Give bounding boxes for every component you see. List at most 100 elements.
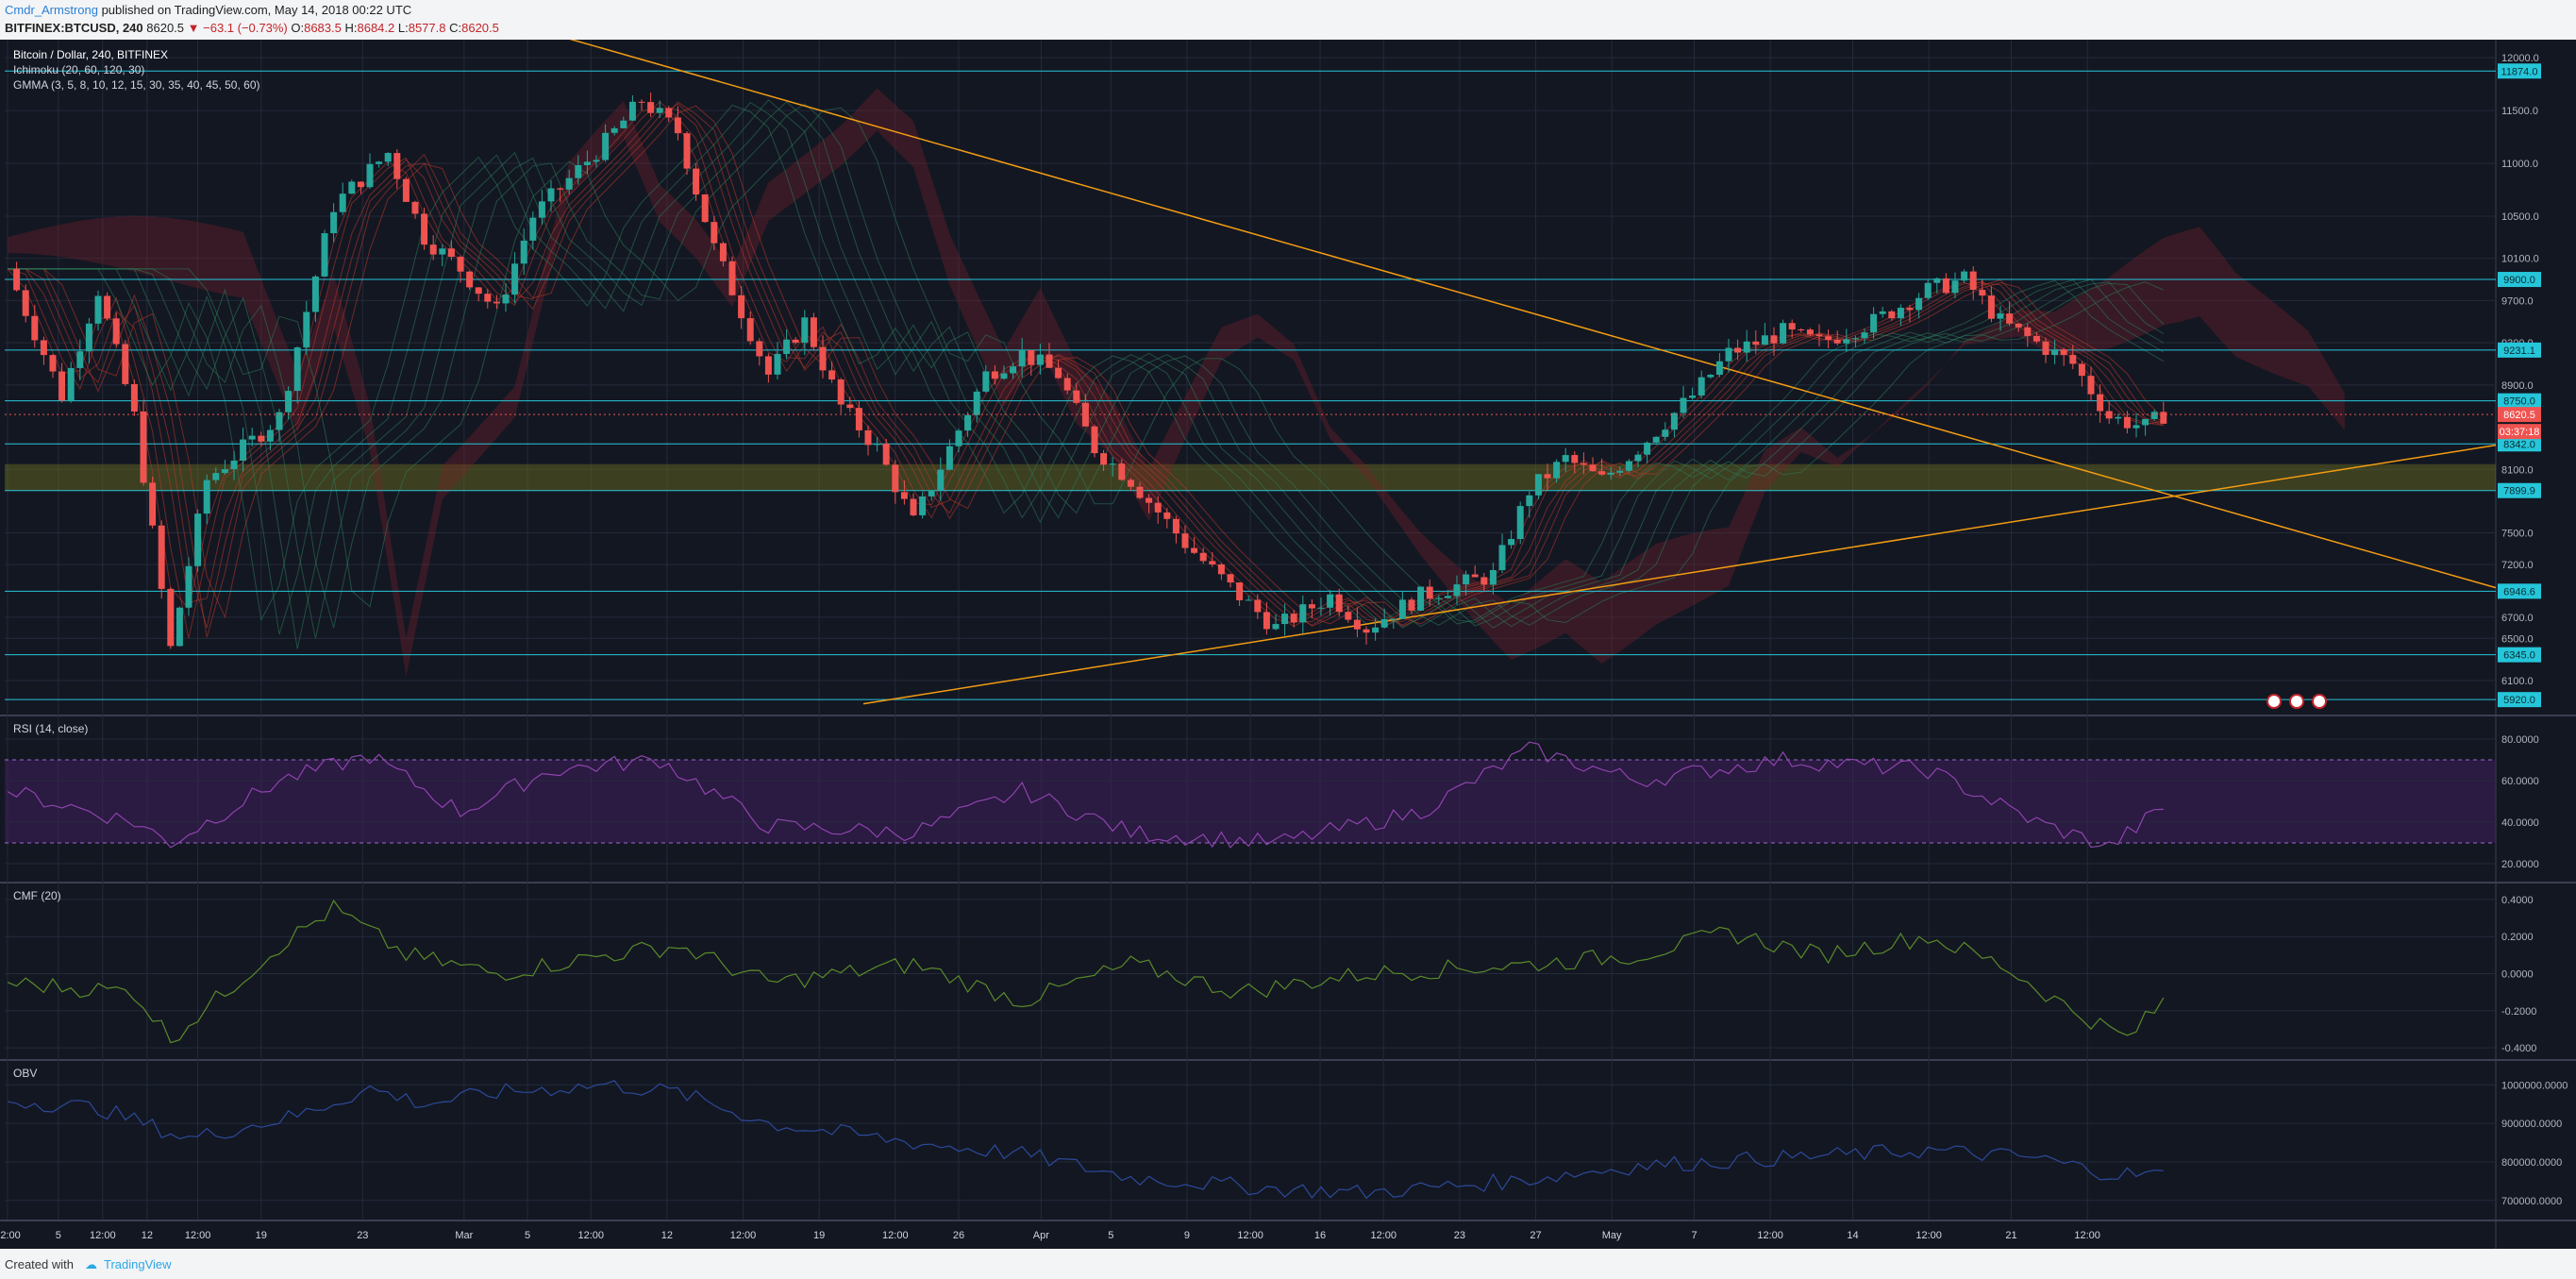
header: Cmdr_Armstrong published on TradingView.… bbox=[0, 0, 2576, 40]
price-axis-tick-label: 6500.0 bbox=[2501, 633, 2534, 645]
candle-body bbox=[2115, 416, 2122, 419]
x-axis-tick-label: 12 bbox=[661, 1230, 673, 1241]
countdown-label: 03:37:18 bbox=[2500, 427, 2540, 438]
gmma-line bbox=[8, 107, 2165, 624]
candle-body bbox=[1815, 334, 1823, 337]
candle-body bbox=[149, 482, 157, 526]
candle-body bbox=[2078, 363, 2085, 377]
gmma-line bbox=[8, 101, 2164, 638]
candle-body bbox=[583, 161, 591, 165]
candle-body bbox=[1589, 464, 1597, 472]
candle-body bbox=[738, 295, 745, 319]
level-price-tag bbox=[2498, 692, 2541, 708]
candle-body bbox=[855, 408, 862, 430]
candle-body bbox=[1426, 586, 1433, 599]
obv-axis-tick-label: 800000.0000 bbox=[2501, 1157, 2562, 1169]
candle-body bbox=[1770, 335, 1778, 344]
candle-body bbox=[493, 301, 500, 304]
rsi-pane: 80.0000 60.0000 40.0000 20.0000 RSI (14, clo… bbox=[5, 722, 2539, 870]
candle-body bbox=[293, 347, 301, 392]
candle-body bbox=[756, 341, 763, 357]
candle-body bbox=[2142, 418, 2149, 426]
x-axis-tick-label: 7 bbox=[1691, 1230, 1697, 1241]
candle-body bbox=[185, 565, 192, 608]
close-value: 8620.5 bbox=[461, 21, 499, 35]
candle-body bbox=[1526, 495, 1533, 507]
candle-body bbox=[728, 261, 736, 295]
candle-body bbox=[973, 391, 980, 415]
candle-body bbox=[457, 257, 464, 272]
x-axis-tick-label: 12:00 bbox=[730, 1230, 757, 1241]
price-axis-tick-label: 10100.0 bbox=[2501, 254, 2539, 265]
candle-body bbox=[1879, 311, 1886, 314]
candle-body bbox=[2133, 425, 2140, 429]
candle-body bbox=[429, 244, 437, 255]
x-axis-tick-label: 27 bbox=[1530, 1230, 1541, 1241]
x-axis-tick-label: 23 bbox=[357, 1230, 368, 1241]
candle-body bbox=[104, 295, 111, 319]
x-axis-tick-label: May bbox=[1602, 1230, 1622, 1241]
candle-body bbox=[484, 294, 492, 302]
x-axis-tick-label: 19 bbox=[813, 1230, 825, 1241]
tradingview-brand-link[interactable]: TradingView bbox=[104, 1257, 172, 1271]
candle-body bbox=[1634, 454, 1642, 462]
candle-body bbox=[411, 201, 419, 214]
candle-body bbox=[1544, 474, 1551, 479]
obv-axis-tick-label: 900000.0000 bbox=[2501, 1119, 2562, 1130]
price-axis-tick-label: 9700.0 bbox=[2501, 295, 2534, 307]
candle-body bbox=[1353, 619, 1361, 630]
candle-body bbox=[2123, 416, 2131, 429]
price-axis-tick-label: 6700.0 bbox=[2501, 613, 2534, 624]
candle-body bbox=[2024, 327, 2032, 336]
obv-pane: 1000000.0000 900000.0000 800000.0000 700000… bbox=[5, 1067, 2568, 1207]
candle-body bbox=[76, 351, 84, 368]
event-marker-icon[interactable] bbox=[2289, 694, 2304, 710]
open-value: 8683.5 bbox=[304, 21, 342, 35]
candle-body bbox=[393, 153, 401, 179]
chart-area[interactable]: 12:00 5 12:00 12 12:00 19 23 Mar 5 12:00 12 12:00 19… bbox=[0, 40, 2576, 1249]
candle-body bbox=[964, 414, 972, 431]
candle-body bbox=[1861, 332, 1868, 339]
candle-body bbox=[1888, 311, 1896, 319]
candle-body bbox=[1181, 533, 1189, 548]
level-price-tag bbox=[2498, 272, 2541, 288]
candle-body bbox=[511, 263, 519, 295]
candle-body bbox=[557, 188, 564, 190]
candle-body bbox=[910, 498, 917, 515]
candle-body bbox=[94, 295, 102, 324]
price-axis-tick-label: 7500.0 bbox=[2501, 528, 2534, 539]
author-link[interactable]: Cmdr_Armstrong bbox=[5, 3, 98, 17]
candle-body bbox=[1154, 502, 1162, 513]
x-axis-tick-label: 12:00 bbox=[90, 1230, 116, 1241]
tradingview-logo-icon: ☁ bbox=[85, 1257, 97, 1271]
publish-line: Cmdr_Armstrong published on TradingView.… bbox=[5, 3, 411, 17]
obv-title: OBV bbox=[13, 1067, 37, 1080]
chart-background bbox=[0, 40, 2576, 1249]
candle-body bbox=[1317, 607, 1325, 609]
candle-body bbox=[1562, 455, 1569, 463]
x-axis-tick-label: 5 bbox=[1108, 1230, 1113, 1241]
rsi-axis-tick-label: 40.0000 bbox=[2501, 817, 2539, 829]
cmf-axis-tick-label: 0.2000 bbox=[2501, 932, 2534, 943]
x-axis-tick-label: 9 bbox=[1184, 1230, 1190, 1241]
x-axis-tick-label: 12:00 bbox=[0, 1230, 21, 1241]
candle-body bbox=[1435, 597, 1443, 599]
candle-body bbox=[1063, 378, 1071, 391]
candle-body bbox=[1498, 545, 1506, 570]
candle-body bbox=[538, 201, 545, 218]
current-price-label: 8620.5 bbox=[2503, 410, 2535, 421]
candle-body bbox=[1516, 506, 1524, 539]
candle-body bbox=[1616, 470, 1624, 473]
candle-body bbox=[1172, 518, 1179, 534]
candle-body bbox=[1045, 354, 1053, 368]
event-marker-icon[interactable] bbox=[2312, 694, 2327, 710]
candle-body bbox=[402, 178, 410, 202]
event-marker-icon[interactable] bbox=[2267, 694, 2282, 710]
x-axis-tick-label: 19 bbox=[256, 1230, 267, 1241]
level-price-tag bbox=[2498, 436, 2541, 452]
candle-body bbox=[1806, 329, 1814, 335]
level-price-label: 7899.9 bbox=[2503, 486, 2535, 497]
candle-body bbox=[955, 430, 962, 446]
chart-title: Bitcoin / Dollar, 240, BITFINEX bbox=[13, 48, 168, 61]
candle-body bbox=[2032, 335, 2040, 342]
